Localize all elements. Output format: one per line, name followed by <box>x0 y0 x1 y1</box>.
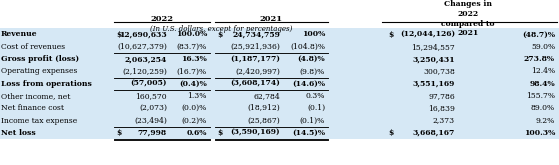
Text: (18,912): (18,912) <box>247 104 280 112</box>
Text: 2,373: 2,373 <box>433 117 455 125</box>
Text: 12,690,633: 12,690,633 <box>119 31 167 38</box>
Text: $: $ <box>116 31 121 38</box>
Text: (0.0)%: (0.0)% <box>182 104 207 112</box>
Text: 160,570: 160,570 <box>135 92 167 100</box>
Text: 9.2%: 9.2% <box>536 117 555 125</box>
Text: 100.0%: 100.0% <box>176 31 207 38</box>
Text: (3,590,169): (3,590,169) <box>230 129 280 137</box>
Text: (9.8)%: (9.8)% <box>300 67 325 75</box>
Text: (4.8)%: (4.8)% <box>297 55 325 63</box>
Text: $: $ <box>217 31 222 38</box>
Text: (1,187,177): (1,187,177) <box>230 55 280 63</box>
Text: (2,420,997): (2,420,997) <box>235 67 280 75</box>
Bar <box>0 28 559 41</box>
Text: Income tax expense: Income tax expense <box>1 117 77 125</box>
Bar <box>0 127 559 139</box>
Text: (0.2)%: (0.2)% <box>182 117 207 125</box>
Text: Cost of revenues: Cost of revenues <box>1 43 65 51</box>
Text: 3,551,169: 3,551,169 <box>413 80 455 88</box>
Text: Other income, net: Other income, net <box>1 92 70 100</box>
Text: (16.7)%: (16.7)% <box>177 67 207 75</box>
Text: (2,120,259): (2,120,259) <box>122 67 167 75</box>
Text: (25,867): (25,867) <box>247 117 280 125</box>
Text: (25,921,936): (25,921,936) <box>230 43 280 51</box>
Text: 97,786: 97,786 <box>428 92 455 100</box>
Text: 59.0%: 59.0% <box>531 43 555 51</box>
Text: (0.1)%: (0.1)% <box>300 117 325 125</box>
Text: (In U.S. dollars, except for percentages): (In U.S. dollars, except for percentages… <box>150 25 292 33</box>
Text: (2,073): (2,073) <box>139 104 167 112</box>
Text: 16.3%: 16.3% <box>181 55 207 63</box>
Text: Loss from operations: Loss from operations <box>1 80 92 88</box>
Text: 100.3%: 100.3% <box>524 129 555 137</box>
Text: (104.8)%: (104.8)% <box>290 43 325 51</box>
Text: 155.7%: 155.7% <box>526 92 555 100</box>
Text: 89.0%: 89.0% <box>531 104 555 112</box>
Text: 273.8%: 273.8% <box>524 55 555 63</box>
Bar <box>0 78 559 90</box>
Text: (10,627,379): (10,627,379) <box>117 43 167 51</box>
Text: $: $ <box>388 129 394 137</box>
Text: 98.4%: 98.4% <box>529 80 555 88</box>
Text: Net loss: Net loss <box>1 129 36 137</box>
Text: (0.1): (0.1) <box>307 104 325 112</box>
Bar <box>0 53 559 65</box>
Text: 62,784: 62,784 <box>253 92 280 100</box>
Text: (14.6)%: (14.6)% <box>292 80 325 88</box>
Text: 3,668,167: 3,668,167 <box>413 129 455 137</box>
Text: 300,738: 300,738 <box>423 67 455 75</box>
Text: 2,063,254: 2,063,254 <box>125 55 167 63</box>
Text: 77,998: 77,998 <box>138 129 167 137</box>
Text: 0.3%: 0.3% <box>306 92 325 100</box>
Text: 0.6%: 0.6% <box>187 129 207 137</box>
Text: Changes in
2022
compared to
2021: Changes in 2022 compared to 2021 <box>441 0 495 37</box>
Text: (0.4)%: (0.4)% <box>179 80 207 88</box>
Text: $: $ <box>388 31 394 38</box>
Text: $: $ <box>217 129 222 137</box>
Text: 12.4%: 12.4% <box>531 67 555 75</box>
Text: 16,839: 16,839 <box>428 104 455 112</box>
Text: (48.7)%: (48.7)% <box>522 31 555 38</box>
Text: (14.5)%: (14.5)% <box>292 129 325 137</box>
Text: 100%: 100% <box>302 31 325 38</box>
Text: $: $ <box>116 129 121 137</box>
Text: 1.3%: 1.3% <box>188 92 207 100</box>
Text: 2021: 2021 <box>260 15 283 23</box>
Bar <box>0 65 559 78</box>
Text: (3,608,174): (3,608,174) <box>230 80 280 88</box>
Bar <box>0 102 559 115</box>
Bar <box>0 41 559 53</box>
Text: (57,005): (57,005) <box>130 80 167 88</box>
Text: (12,044,126): (12,044,126) <box>400 31 455 38</box>
Text: (23,494): (23,494) <box>134 117 167 125</box>
Bar <box>0 90 559 102</box>
Text: Operating expenses: Operating expenses <box>1 67 77 75</box>
Text: Gross profit (loss): Gross profit (loss) <box>1 55 79 63</box>
Text: 15,294,557: 15,294,557 <box>411 43 455 51</box>
Bar <box>0 115 559 127</box>
Text: (83.7)%: (83.7)% <box>177 43 207 51</box>
Text: 24,734,759: 24,734,759 <box>232 31 280 38</box>
Text: Revenue: Revenue <box>1 31 37 38</box>
Text: Net finance cost: Net finance cost <box>1 104 64 112</box>
Text: 2022: 2022 <box>150 15 173 23</box>
Text: 3,250,431: 3,250,431 <box>413 55 455 63</box>
